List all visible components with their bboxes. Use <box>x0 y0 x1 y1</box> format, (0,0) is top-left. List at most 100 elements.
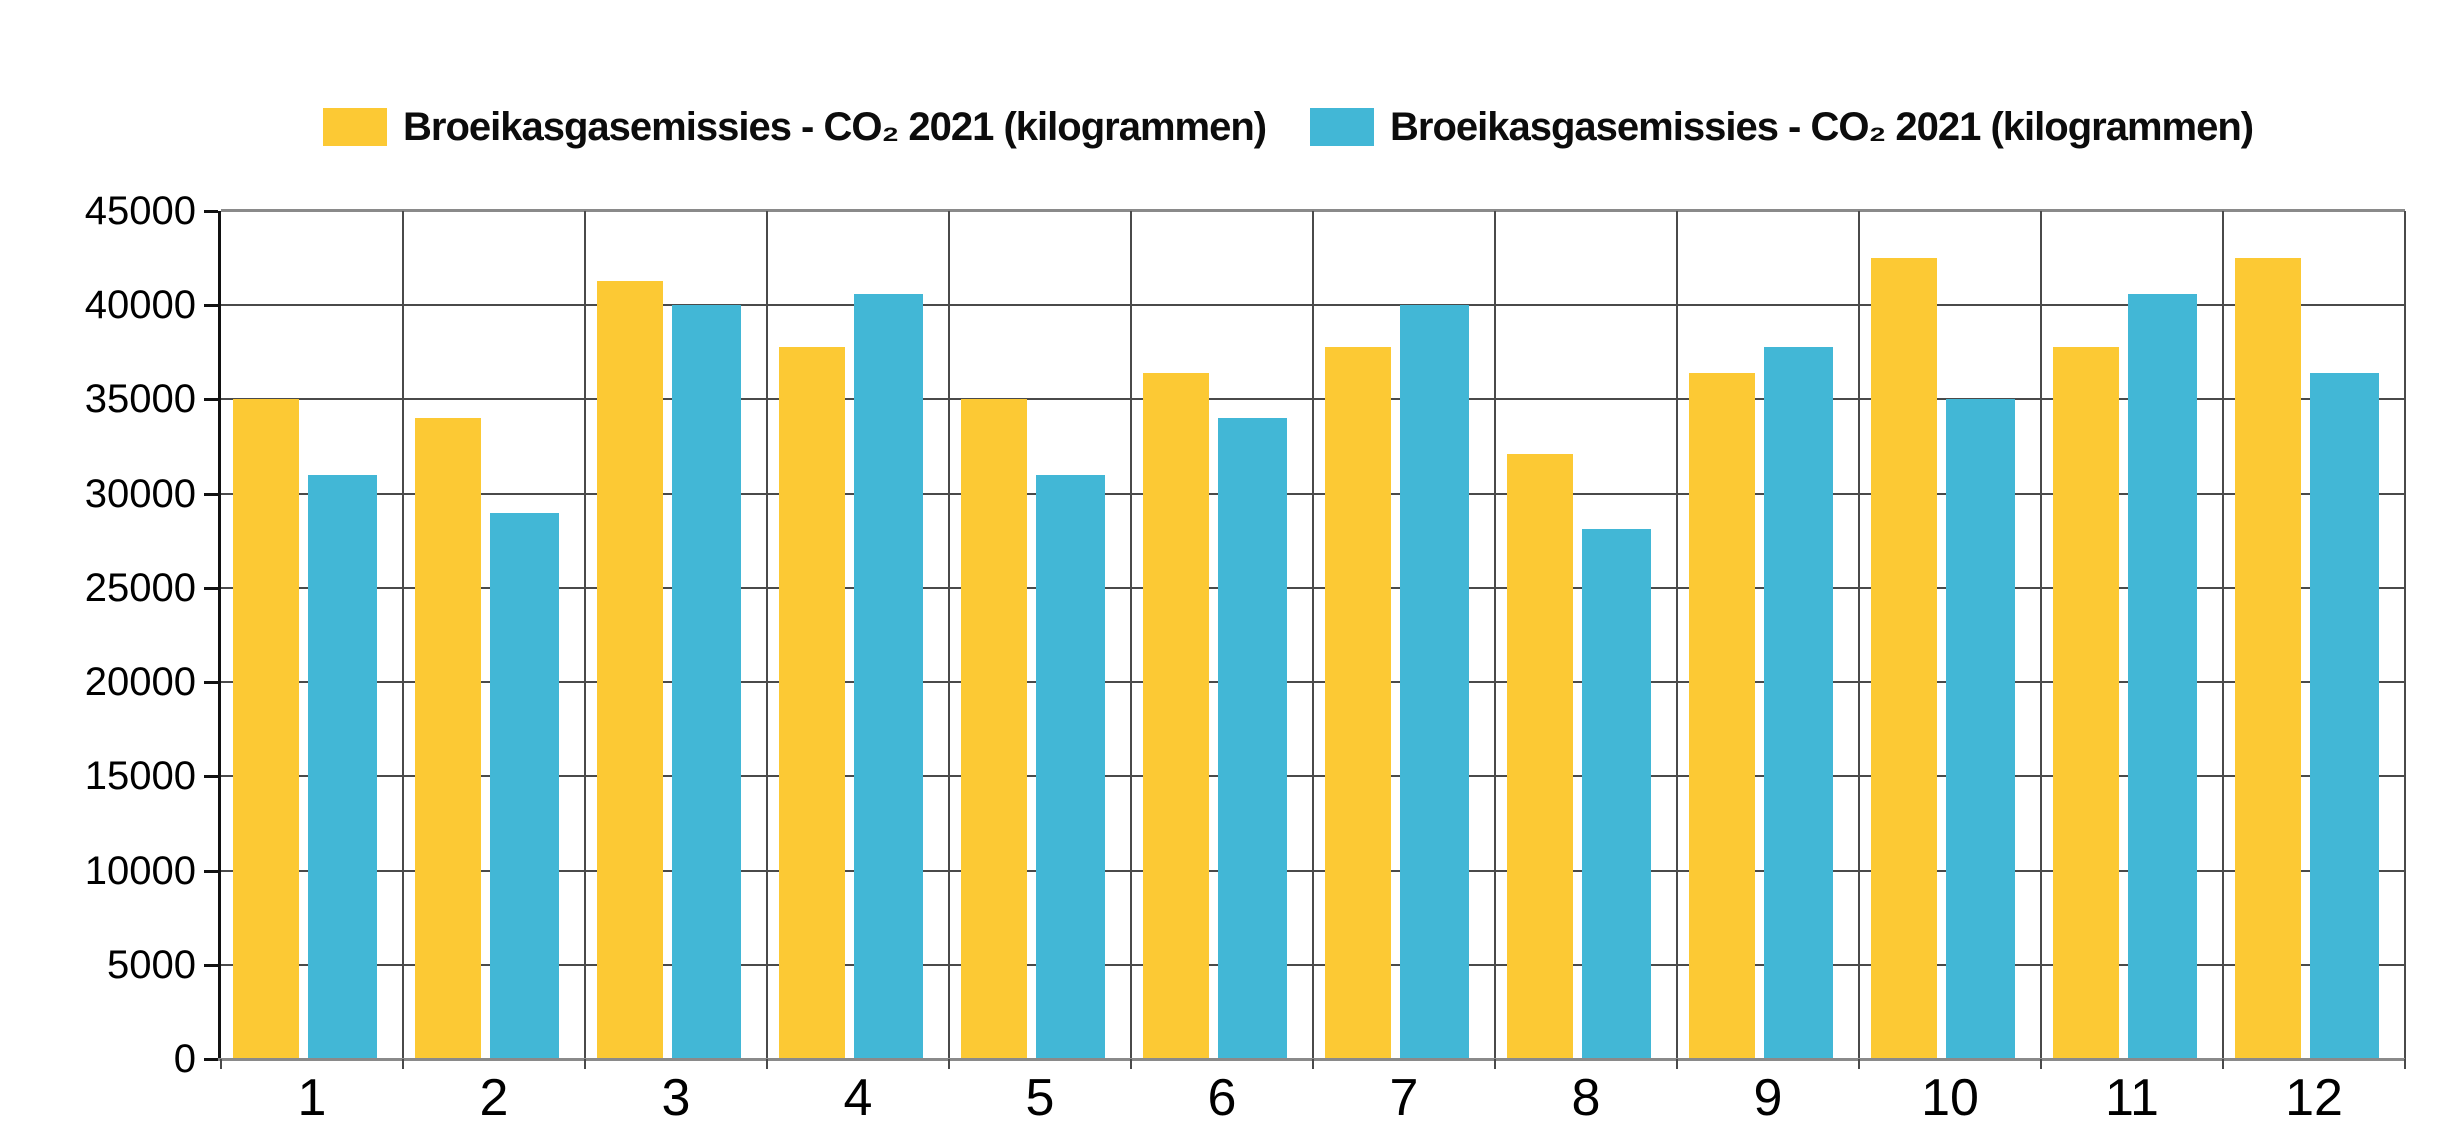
bar-series1-month-2 <box>414 418 482 1059</box>
bar-series1-month-11 <box>2052 346 2120 1059</box>
gridline-vertical <box>401 211 404 1059</box>
gridline-vertical <box>1858 211 1860 1059</box>
gridline-vertical <box>2040 211 2042 1059</box>
y-tick <box>204 869 218 873</box>
y-tick-label: 15000 <box>84 754 196 799</box>
x-tick <box>1494 1059 1496 1069</box>
bar-series1-month-9 <box>1688 373 1756 1059</box>
gridline-vertical <box>2221 211 2224 1059</box>
bar-series1-month-1 <box>232 399 300 1059</box>
legend-label: Broeikasgasemissies - CO₂ 2021 (kilogram… <box>1390 104 2254 149</box>
x-tick <box>948 1059 950 1069</box>
legend-swatch-blue <box>1310 108 1374 146</box>
category-cell-9 <box>1677 211 1859 1059</box>
bar-series1-month-8 <box>1506 454 1574 1059</box>
x-tick <box>402 1059 404 1069</box>
y-tick-label: 25000 <box>84 565 196 610</box>
x-axis-label-8: 8 <box>1571 1069 1601 1123</box>
gridline-vertical <box>1494 211 1496 1059</box>
gridline-vertical <box>583 211 586 1059</box>
y-tick <box>204 963 218 967</box>
bar-series1-month-10 <box>1870 258 1938 1059</box>
category-cell-3 <box>585 211 767 1059</box>
bar-series2-month-11 <box>2128 293 2197 1059</box>
x-axis-label-4: 4 <box>843 1069 873 1123</box>
legend-swatch-yellow <box>323 108 387 146</box>
x-tick <box>584 1059 586 1069</box>
plot-border-top <box>221 209 2405 212</box>
bar-series1-month-4 <box>778 346 846 1059</box>
x-axis-line <box>218 1058 2405 1061</box>
x-axis-label-3: 3 <box>661 1069 691 1123</box>
x-tick <box>1858 1059 1860 1069</box>
category-cell-1 <box>221 211 403 1059</box>
y-tick <box>204 775 218 779</box>
bar-series2-month-9 <box>1764 346 1833 1059</box>
x-axis-label-1: 1 <box>297 1069 327 1123</box>
gridline-vertical <box>947 211 950 1059</box>
category-cell-6 <box>1131 211 1313 1059</box>
bar-series2-month-12 <box>2310 373 2379 1059</box>
y-tick <box>204 398 218 402</box>
category-cell-12 <box>2223 211 2405 1059</box>
y-tick <box>204 304 218 308</box>
category-cell-2 <box>403 211 585 1059</box>
x-axis-label-9: 9 <box>1753 1069 1783 1123</box>
x-axis-label-10: 10 <box>1921 1069 1979 1123</box>
y-tick-label: 5000 <box>107 942 196 987</box>
bar-series2-month-5 <box>1036 474 1105 1059</box>
y-axis-line <box>218 211 221 1059</box>
legend-item-series1: Broeikasgasemissies - CO₂ 2021 (kilogram… <box>323 104 1267 150</box>
x-tick <box>2222 1059 2224 1069</box>
gridline-vertical <box>1312 211 1314 1059</box>
x-axis-label-6: 6 <box>1207 1069 1237 1123</box>
category-cell-4 <box>767 211 949 1059</box>
bar-series2-month-2 <box>490 512 559 1059</box>
x-axis-label-11: 11 <box>2105 1069 2159 1123</box>
y-tick <box>204 586 218 590</box>
bar-series2-month-3 <box>672 305 741 1059</box>
category-cell-8 <box>1495 211 1677 1059</box>
bar-series2-month-4 <box>854 293 923 1059</box>
gridline-vertical <box>1130 211 1132 1059</box>
x-tick <box>220 1059 222 1069</box>
x-axis-label-2: 2 <box>479 1069 509 1123</box>
category-cell-5 <box>949 211 1131 1059</box>
bar-series1-month-7 <box>1324 346 1392 1059</box>
y-tick <box>204 681 218 685</box>
gridline-vertical <box>2404 211 2406 1059</box>
bar-series1-month-3 <box>596 280 664 1059</box>
y-tick-label: 35000 <box>84 377 196 422</box>
legend-label: Broeikasgasemissies - CO₂ 2021 (kilogram… <box>403 104 1267 149</box>
y-tick-label: 10000 <box>84 848 196 893</box>
category-cell-11 <box>2041 211 2223 1059</box>
gridline-vertical <box>766 211 768 1059</box>
x-tick <box>2404 1059 2406 1069</box>
bar-series1-month-12 <box>2234 258 2302 1059</box>
x-tick <box>2040 1059 2042 1069</box>
bar-series1-month-5 <box>960 399 1028 1059</box>
y-tick <box>204 1058 218 1061</box>
bar-series2-month-8 <box>1582 529 1651 1059</box>
bar-series1-month-6 <box>1142 373 1210 1059</box>
x-axis-label-5: 5 <box>1025 1069 1055 1123</box>
gridline-vertical <box>1675 211 1678 1059</box>
x-tick <box>1312 1059 1314 1069</box>
x-tick <box>1130 1059 1132 1069</box>
x-tick <box>1676 1059 1678 1069</box>
y-tick-label: 45000 <box>84 189 196 233</box>
y-tick-label: 40000 <box>84 283 196 328</box>
y-tick-label: 20000 <box>84 660 196 705</box>
bar-series2-month-7 <box>1400 305 1469 1059</box>
x-axis-label-7: 7 <box>1389 1069 1419 1123</box>
y-tick <box>204 492 218 496</box>
category-cell-7 <box>1313 211 1495 1059</box>
y-tick-label: 30000 <box>84 471 196 516</box>
legend-item-series2: Broeikasgasemissies - CO₂ 2021 (kilogram… <box>1310 104 2254 150</box>
bar-series2-month-6 <box>1218 418 1287 1059</box>
plot-area <box>218 209 2406 1061</box>
bar-series2-month-10 <box>1946 399 2015 1059</box>
bar-series2-month-1 <box>308 474 377 1059</box>
x-tick <box>766 1059 768 1069</box>
